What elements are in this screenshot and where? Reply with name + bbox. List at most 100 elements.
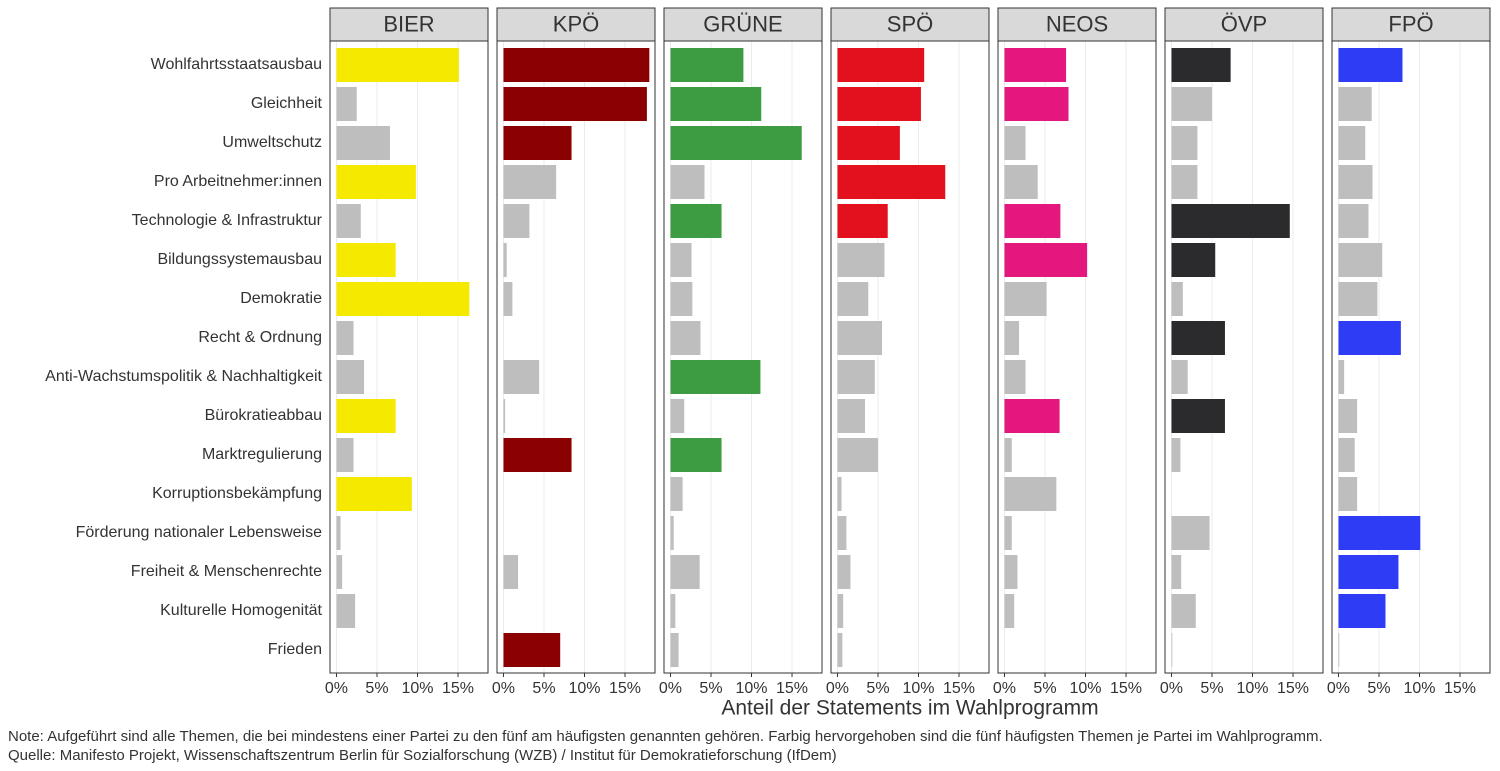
bar — [503, 633, 561, 667]
facet-label: FPÖ — [1388, 11, 1433, 36]
bar — [670, 282, 693, 316]
x-tick-label: 15% — [1110, 680, 1142, 697]
bar — [670, 477, 683, 511]
bar — [1338, 126, 1366, 160]
bar — [1171, 321, 1225, 355]
bar — [336, 477, 412, 511]
panel-border — [997, 40, 1157, 674]
bar — [1338, 477, 1358, 511]
facet-label: ÖVP — [1221, 11, 1267, 36]
panel-border — [663, 40, 823, 674]
strip — [1331, 7, 1491, 42]
bar — [1004, 321, 1020, 355]
bar — [336, 87, 357, 121]
bar — [1171, 438, 1181, 472]
bar — [503, 438, 572, 472]
x-tick-label: 0% — [325, 680, 348, 697]
bar — [503, 126, 572, 160]
x-tick-label: 15% — [1277, 680, 1309, 697]
bar — [336, 516, 341, 550]
bar — [336, 321, 354, 355]
bar — [837, 438, 878, 472]
bar — [503, 243, 507, 277]
source: Quelle: Manifesto Projekt, Wissenschafts… — [8, 747, 837, 764]
x-tick-label: 10% — [568, 680, 600, 697]
bar — [1171, 555, 1182, 589]
strip — [329, 7, 489, 42]
x-tick-label: 5% — [699, 680, 722, 697]
bar — [1338, 516, 1421, 550]
bar — [670, 243, 692, 277]
bar — [336, 126, 390, 160]
bar — [837, 594, 844, 628]
bar — [670, 399, 685, 433]
panel-border — [1331, 40, 1491, 674]
x-tick-label: 0% — [659, 680, 682, 697]
bar — [670, 360, 761, 394]
bar — [336, 243, 396, 277]
category-label: Bildungssystemausbau — [157, 251, 322, 268]
x-tick-label: 5% — [1200, 680, 1223, 697]
x-tick-label: 10% — [1403, 680, 1435, 697]
x-tick-label: 15% — [609, 680, 641, 697]
bar — [1004, 399, 1060, 433]
bar — [670, 321, 701, 355]
bar — [670, 48, 744, 82]
facet-label: SPÖ — [887, 11, 933, 36]
bar — [503, 87, 647, 121]
category-label: Wohlfahrtsstaatsausbau — [151, 56, 322, 73]
bar — [1004, 516, 1012, 550]
category-label: Technologie & Infrastruktur — [132, 212, 323, 229]
bar — [670, 633, 679, 667]
panel-border — [329, 40, 489, 674]
note: Note: Aufgeführt sind alle Themen, die b… — [8, 728, 1323, 745]
bar — [837, 282, 869, 316]
bar — [837, 633, 843, 667]
bar — [837, 516, 847, 550]
bar — [1171, 360, 1188, 394]
bar — [1338, 555, 1399, 589]
bar — [1171, 165, 1198, 199]
bar — [837, 204, 888, 238]
bar — [670, 438, 722, 472]
bar — [1171, 633, 1173, 667]
category-label: Frieden — [268, 641, 322, 658]
bar — [1171, 126, 1198, 160]
bar — [336, 165, 416, 199]
category-label: Förderung nationaler Lebensweise — [76, 524, 322, 541]
x-tick-label: 10% — [1069, 680, 1101, 697]
bar — [1171, 399, 1225, 433]
bar — [503, 555, 519, 589]
bar — [670, 165, 705, 199]
category-label: Anti-Wachstumspolitik & Nachhaltigkeit — [45, 368, 322, 385]
panel-border — [830, 40, 990, 674]
bar — [1004, 165, 1038, 199]
bar — [1004, 48, 1067, 82]
bar — [336, 48, 459, 82]
bar — [670, 87, 762, 121]
x-tick-label: 5% — [866, 680, 889, 697]
x-tick-label: 0% — [993, 680, 1016, 697]
x-tick-label: 15% — [776, 680, 808, 697]
bar — [503, 282, 513, 316]
bar — [837, 477, 842, 511]
category-label: Freiheit & Menschenrechte — [131, 563, 322, 580]
category-label: Bürokratieabbau — [205, 407, 322, 424]
bar — [1338, 438, 1355, 472]
x-tick-label: 5% — [1367, 680, 1390, 697]
bar — [670, 594, 676, 628]
bar — [1338, 165, 1373, 199]
bar — [1338, 48, 1403, 82]
x-tick-label: 10% — [902, 680, 934, 697]
bar — [1338, 321, 1401, 355]
bar — [1171, 516, 1210, 550]
bar — [1004, 555, 1018, 589]
strip — [496, 7, 656, 42]
bar — [837, 165, 946, 199]
panel-border — [496, 40, 656, 674]
bar — [1338, 204, 1369, 238]
x-tick-label: 15% — [1444, 680, 1476, 697]
x-tick-label: 5% — [532, 680, 555, 697]
category-label: Demokratie — [240, 290, 322, 307]
bar — [503, 399, 506, 433]
